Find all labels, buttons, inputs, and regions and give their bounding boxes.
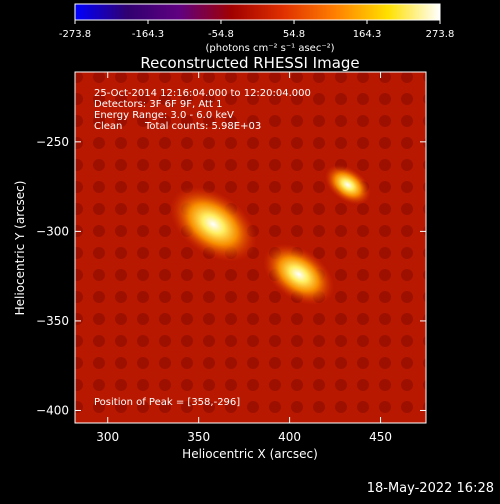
y-tick-label: −400 bbox=[36, 403, 69, 417]
y-axis-label: Heliocentric Y (arcsec) bbox=[13, 181, 27, 316]
plot-image bbox=[75, 72, 426, 423]
y-tick-label: −300 bbox=[36, 224, 69, 238]
x-tick-label: 450 bbox=[369, 430, 392, 444]
clean-text: Clean bbox=[94, 121, 123, 132]
y-tick-label: −350 bbox=[36, 314, 69, 328]
plot-frame bbox=[74, 71, 427, 424]
colorbar-units: (photons cm⁻² s⁻¹ asec⁻²) bbox=[205, 43, 334, 54]
colorbar-tick-label: 164.3 bbox=[353, 29, 382, 40]
x-tick-label: 400 bbox=[278, 430, 301, 444]
colorbar-tick-label: -273.8 bbox=[59, 29, 91, 40]
source-2 bbox=[263, 243, 335, 306]
colorbar-tick-label: 54.8 bbox=[283, 29, 305, 40]
x-axis-label: Heliocentric X (arcsec) bbox=[182, 447, 318, 461]
colorbar bbox=[75, 4, 440, 20]
colorbar-tick-label: 273.8 bbox=[426, 29, 455, 40]
colorbar-tick-label: -54.8 bbox=[208, 29, 234, 40]
colorbar-tick-label: -164.3 bbox=[132, 29, 164, 40]
x-tick-label: 350 bbox=[187, 430, 210, 444]
colorbar-ticks: -273.8 -164.3 -54.8 54.8 164.3 273.8 bbox=[59, 20, 454, 40]
time-range-text: 25-Oct-2014 12:16:04.000 to 12:20:04.000 bbox=[94, 88, 311, 99]
source-3 bbox=[324, 164, 371, 205]
axis-ticks: 300 350 400 450 −250 −300 −350 −400 bbox=[36, 72, 426, 444]
energy-range-text: Energy Range: 3.0 - 6.0 keV bbox=[94, 110, 234, 121]
y-tick-label: −250 bbox=[36, 135, 69, 149]
detectors-text: Detectors: 3F 6F 9F, Att 1 bbox=[94, 99, 223, 110]
source-1 bbox=[169, 186, 257, 262]
chart-title: Reconstructed RHESSI Image bbox=[140, 54, 359, 72]
total-counts-text: Total counts: 5.98E+03 bbox=[145, 121, 262, 132]
footer-timestamp: 18-May-2022 16:28 bbox=[366, 481, 494, 496]
x-tick-label: 300 bbox=[96, 430, 119, 444]
peak-position-text: Position of Peak = [358,-296] bbox=[94, 397, 241, 408]
